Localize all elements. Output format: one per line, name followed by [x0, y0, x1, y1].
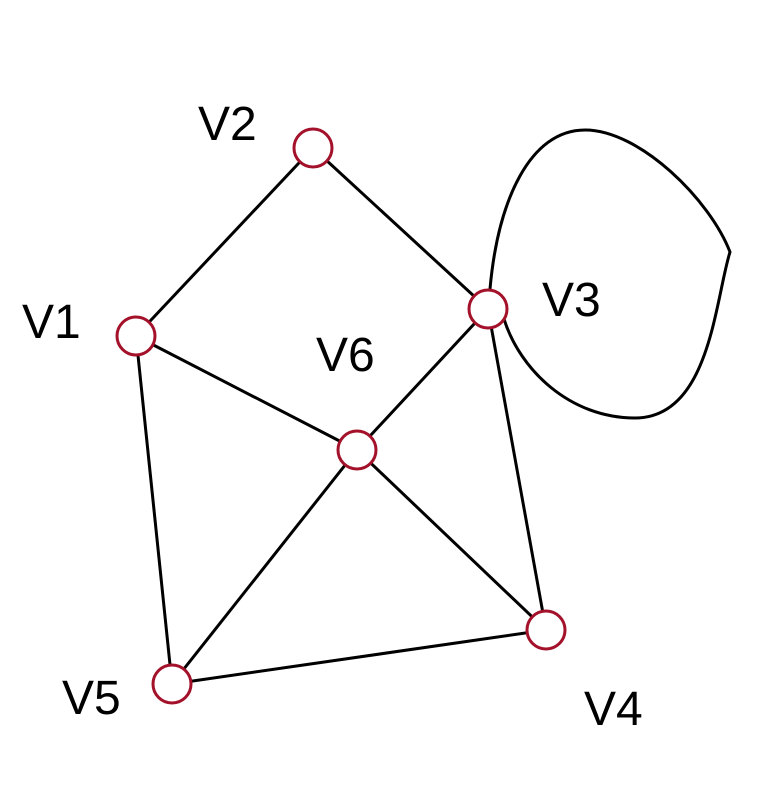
vertex-node-v5: [151, 663, 193, 705]
edge-v2-v3: [311, 146, 490, 311]
vertex-label-v6: V6: [316, 329, 375, 382]
vertex-node-v1: [115, 315, 157, 357]
edge-v3-v6: [355, 307, 490, 452]
vertex-node-v2: [292, 127, 334, 169]
vertex-label-v3: V3: [542, 274, 601, 327]
labels-layer: V2 V1 V6 V3 V5 V4: [22, 98, 643, 736]
self-loop-edge-v3: [488, 128, 732, 420]
vertex-label-v1: V1: [22, 296, 81, 349]
vertex-label-v2: V2: [198, 98, 257, 151]
vertex-label-v5: V5: [62, 672, 121, 725]
edges-layer: [134, 128, 732, 686]
vertices-layer: [115, 127, 567, 705]
edge-v1-v6: [135, 334, 358, 452]
edge-v1-v2: [134, 146, 315, 338]
edge-v3-v4: [486, 308, 548, 631]
edge-v6-v5: [170, 449, 359, 685]
vertex-node-v4: [525, 609, 567, 651]
vertex-label-v4: V4: [584, 683, 643, 736]
edge-v6-v4: [355, 448, 548, 632]
vertex-node-v3: [467, 288, 509, 330]
edge-v1-v5: [134, 335, 174, 685]
vertex-node-v6: [336, 429, 378, 471]
edge-v5-v4: [171, 628, 547, 686]
